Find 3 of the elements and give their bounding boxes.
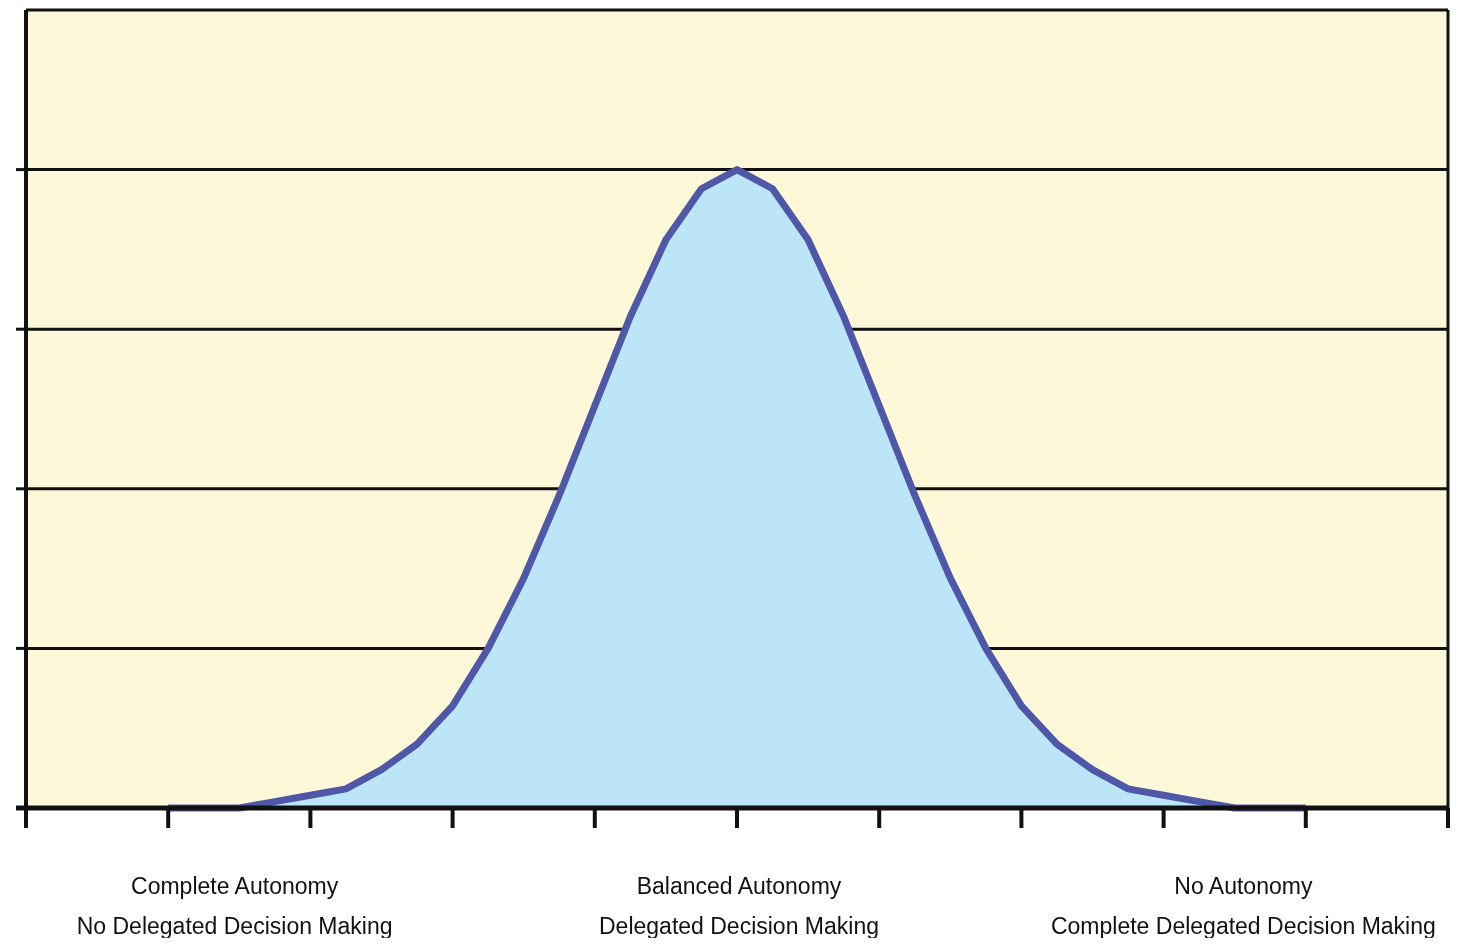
text: Balanced Autonomy Delegated Decision Making xyxy=(599,873,879,939)
text: No Autonomy Complete Delegated Decision Making xyxy=(1050,873,1436,939)
text: Complete Autonomy No Delegated Decision Making xyxy=(76,873,393,939)
